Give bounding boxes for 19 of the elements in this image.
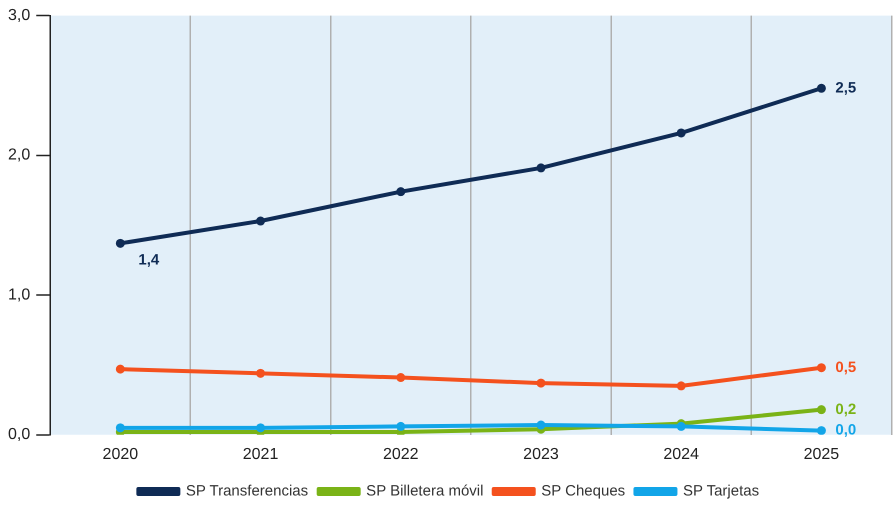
data-label: 0,0 bbox=[835, 422, 856, 439]
x-tick-label: 2022 bbox=[382, 446, 419, 463]
data-label: 2,5 bbox=[835, 79, 856, 96]
x-tick-label: 2024 bbox=[663, 446, 700, 463]
x-tick-label: 2020 bbox=[102, 446, 138, 463]
legend-label: SP Tarjetas bbox=[682, 482, 760, 500]
y-tick-label: 3,0 bbox=[8, 7, 30, 24]
legend-label: SP Cheques bbox=[541, 482, 626, 500]
data-label: 1,4 bbox=[138, 252, 160, 269]
data-label: 0,2 bbox=[835, 400, 856, 418]
legend-label: SP Transferencias bbox=[186, 482, 308, 500]
y-tick-label: 0,0 bbox=[8, 426, 30, 444]
legend-label: SP Billetera móvil bbox=[366, 482, 484, 500]
x-tick-label: 2025 bbox=[804, 446, 840, 463]
data-label: 0,5 bbox=[835, 358, 856, 376]
x-tick-label: 2021 bbox=[242, 446, 278, 463]
y-tick-label: 1,0 bbox=[8, 286, 30, 304]
y-tick-label: 2,0 bbox=[8, 146, 30, 164]
x-tick-label: 2023 bbox=[523, 446, 559, 463]
